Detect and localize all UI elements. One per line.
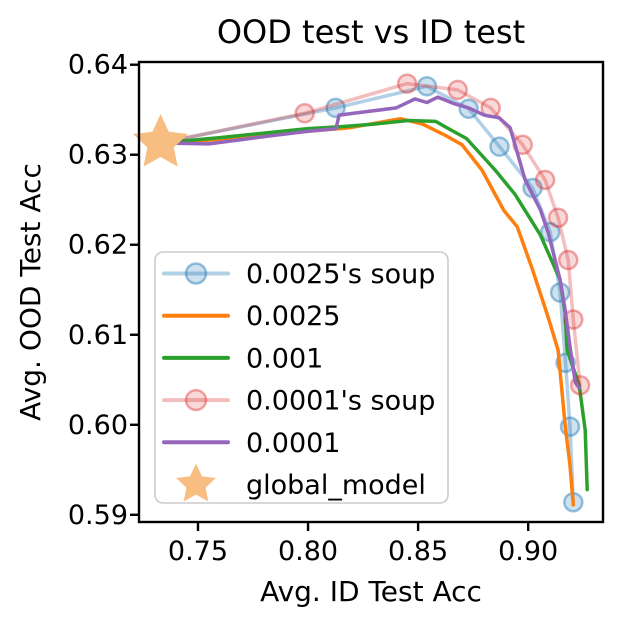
plot-series bbox=[132, 73, 591, 513]
x-tick-label: 0.85 bbox=[388, 536, 448, 567]
legend-label: 0.0025's soup bbox=[246, 259, 435, 290]
legend-label: 0.001 bbox=[246, 343, 323, 374]
y-tick-label: 0.59 bbox=[68, 500, 128, 531]
series-marker bbox=[563, 309, 584, 330]
x-tick-label: 0.90 bbox=[498, 536, 558, 567]
series-marker bbox=[294, 103, 315, 124]
series-marker bbox=[325, 97, 346, 119]
legend-label: 0.0001's soup bbox=[246, 386, 435, 417]
y-axis-ticks: 0.59 0.60 0.61 0.62 0.63 0.64 bbox=[68, 50, 139, 531]
x-tick-label: 0.80 bbox=[278, 536, 338, 567]
legend-label: 0.0025 bbox=[246, 301, 340, 332]
x-tick-label: 0.75 bbox=[168, 536, 228, 567]
legend-label: global_model bbox=[246, 470, 426, 501]
legend-star-marker bbox=[176, 463, 216, 502]
x-axis-label: Avg. ID Test Acc bbox=[260, 575, 482, 608]
x-axis-ticks: 0.75 0.80 0.85 0.90 bbox=[168, 522, 558, 567]
plot-border bbox=[137, 60, 605, 524]
series-marker bbox=[447, 79, 468, 101]
series-marker bbox=[416, 76, 438, 97]
series-marker bbox=[489, 136, 510, 157]
series-line bbox=[158, 84, 576, 504]
series-marker bbox=[557, 249, 579, 271]
series-marker bbox=[547, 207, 569, 228]
legend-sample-marker bbox=[184, 388, 208, 412]
series-marker bbox=[534, 169, 556, 191]
legend-label: 0.0001 bbox=[246, 428, 340, 459]
y-tick-label: 0.63 bbox=[68, 140, 128, 171]
y-tick-label: 0.61 bbox=[68, 320, 128, 351]
chart-title: OOD test vs ID test bbox=[217, 13, 525, 51]
series-line bbox=[158, 95, 581, 390]
global-model-star-marker bbox=[132, 114, 189, 167]
legend: 0.0025's soup 0.0025 0.001 0.0001's soup 0.0… bbox=[154, 251, 449, 504]
series-marker bbox=[396, 73, 418, 94]
y-tick-label: 0.62 bbox=[68, 230, 128, 261]
legend-sample-marker bbox=[184, 262, 208, 285]
y-tick-label: 0.64 bbox=[68, 50, 128, 81]
series-line bbox=[158, 118, 589, 492]
y-tick-label: 0.60 bbox=[68, 410, 128, 441]
series-line bbox=[158, 81, 582, 387]
y-axis-label: Avg. OOD Test Acc bbox=[14, 163, 47, 421]
